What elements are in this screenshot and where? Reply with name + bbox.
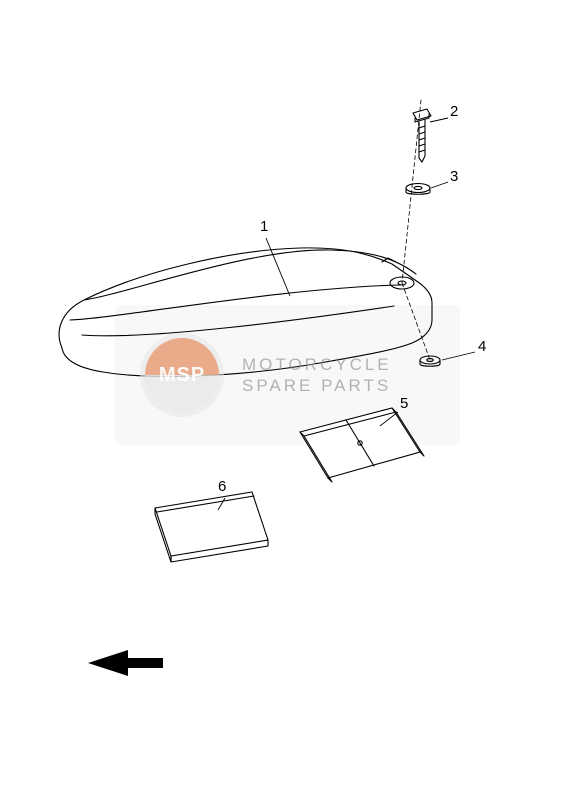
direction-arrow [88,650,163,676]
alignment-axis-lower [402,283,430,360]
part-manual-flat [155,492,268,562]
callout-2: 2 [450,103,458,120]
part-washer-top [406,184,430,195]
alignment-axis-upper [402,100,421,283]
diagram-canvas: 1 2 3 4 5 6 MSP MOTORCYCLE SPARE PARTS [0,0,566,800]
part-washer-bottom [420,356,440,366]
part-seat [59,248,432,376]
part-bolt [413,109,431,162]
callout-3: 3 [450,168,458,185]
callout-4: 4 [478,338,486,355]
parts-drawing [0,0,566,800]
part-booklet-angled [300,408,424,482]
callout-6: 6 [218,478,226,495]
callout-1: 1 [260,218,268,235]
callout-5: 5 [400,395,408,412]
